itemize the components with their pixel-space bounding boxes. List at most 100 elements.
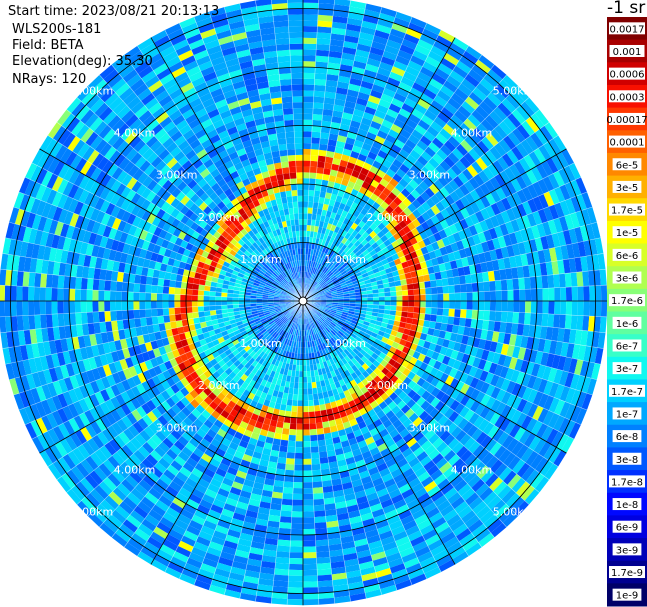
ppi-cell: [539, 460, 554, 477]
ppi-cell: [428, 342, 437, 352]
ppi-cell: [306, 230, 311, 238]
ppi-cell: [526, 336, 535, 350]
ppi-cell: [486, 330, 494, 342]
ppi-cell: [419, 288, 426, 295]
ppi-cell: [250, 413, 259, 422]
ppi-cell: [303, 353, 307, 360]
ppi-cell: [210, 314, 218, 321]
ppi-cell: [306, 364, 311, 372]
ppi-cell: [220, 457, 232, 467]
ppi-cell: [481, 136, 494, 151]
ppi-cell: [355, 434, 365, 443]
ppi-cell: [465, 283, 473, 293]
ppi-cell: [266, 406, 275, 415]
ppi-cell: [352, 183, 362, 192]
ppi-cell: [265, 368, 273, 376]
ppi-cell: [381, 367, 390, 376]
ray-separator: [302, 162, 575, 302]
ppi-cell: [318, 279, 324, 285]
ppi-cell: [31, 243, 40, 259]
ppi-cell: [404, 322, 412, 330]
ppi-cell: [127, 291, 134, 301]
ppi-cell: [156, 382, 166, 394]
ppi-cell: [498, 448, 512, 463]
ppi-cell: [212, 498, 226, 509]
ray-separator: [302, 237, 601, 302]
ppi-cell: [373, 338, 382, 345]
ppi-cell: [292, 493, 303, 500]
ppi-cell: [480, 262, 488, 273]
ppi-cell: [392, 270, 400, 277]
ppi-cell: [364, 156, 375, 166]
ppi-cell: [415, 224, 425, 234]
ppi-cell: [151, 375, 162, 386]
ppi-cell: [303, 341, 306, 348]
ppi-cell: [345, 279, 353, 285]
ppi-cell: [448, 367, 458, 379]
ppi-cell: [309, 323, 313, 330]
ray-separator: [302, 300, 607, 318]
ppi-cell: [342, 547, 357, 556]
ppi-cell: [433, 40, 450, 53]
ppi-cell: [310, 279, 314, 286]
ppi-cell: [172, 364, 182, 375]
ppi-cell: [229, 422, 240, 432]
ppi-cell: [500, 311, 508, 323]
ppi-cell: [412, 256, 420, 265]
ppi-cell: [558, 417, 571, 434]
ppi-cell: [310, 154, 319, 162]
ppi-cell: [357, 37, 373, 47]
ppi-cell: [229, 486, 242, 496]
ppi-cell: [237, 495, 251, 505]
ppi-cell: [278, 329, 284, 336]
ppi-cell: [428, 433, 440, 445]
ppi-cell: [86, 301, 93, 313]
ppi-cell: [499, 170, 511, 184]
ppi-cell: [189, 422, 200, 433]
ppi-cell: [349, 303, 356, 307]
ppi-cell: [16, 285, 23, 301]
ppi-cell: [145, 292, 152, 301]
ppi-cell: [333, 589, 350, 598]
ppi-cell: [244, 297, 251, 301]
ppi-cell: [331, 267, 338, 274]
ppi-cell: [303, 452, 312, 459]
ppi-cell: [380, 234, 389, 243]
ray-separator: [208, 300, 304, 591]
ppi-cell: [355, 324, 362, 331]
ppi-cell: [521, 186, 533, 202]
ppi-cell: [369, 165, 380, 175]
ppi-cell: [316, 551, 330, 559]
ppi-cell: [504, 420, 516, 435]
ppi-cell: [560, 287, 567, 301]
ppi-cell: [437, 62, 453, 76]
ppi-cell: [139, 283, 146, 293]
ppi-cell: [256, 298, 263, 301]
ppi-cell: [314, 410, 322, 418]
ppi-cell: [189, 398, 200, 409]
ppi-cell: [410, 189, 421, 200]
ppi-cell: [307, 388, 313, 395]
ppi-cell: [162, 286, 170, 294]
ppi-cell: [277, 335, 283, 342]
ppi-cell: [299, 353, 303, 360]
ppi-cell: [403, 557, 420, 569]
ppi-cell: [434, 344, 443, 354]
ppi-cell: [470, 318, 478, 329]
ppi-cell: [206, 463, 219, 474]
ppi-cell: [554, 384, 565, 400]
ppi-cell: [484, 372, 495, 385]
ppi-cell: [521, 466, 535, 482]
ppi-cell: [478, 252, 487, 264]
ppi-cell: [353, 164, 363, 173]
ppi-cell: [45, 354, 55, 370]
ppi-cell: [346, 432, 356, 441]
ppi-cell: [542, 288, 549, 301]
ppi-cell: [377, 442, 388, 453]
ppi-cell: [330, 258, 337, 265]
ppi-cell: [396, 305, 403, 312]
ppi-cell: [273, 346, 280, 354]
ppi-cell: [312, 261, 316, 268]
ppi-cell: [361, 412, 371, 421]
ppi-cell: [303, 148, 311, 155]
